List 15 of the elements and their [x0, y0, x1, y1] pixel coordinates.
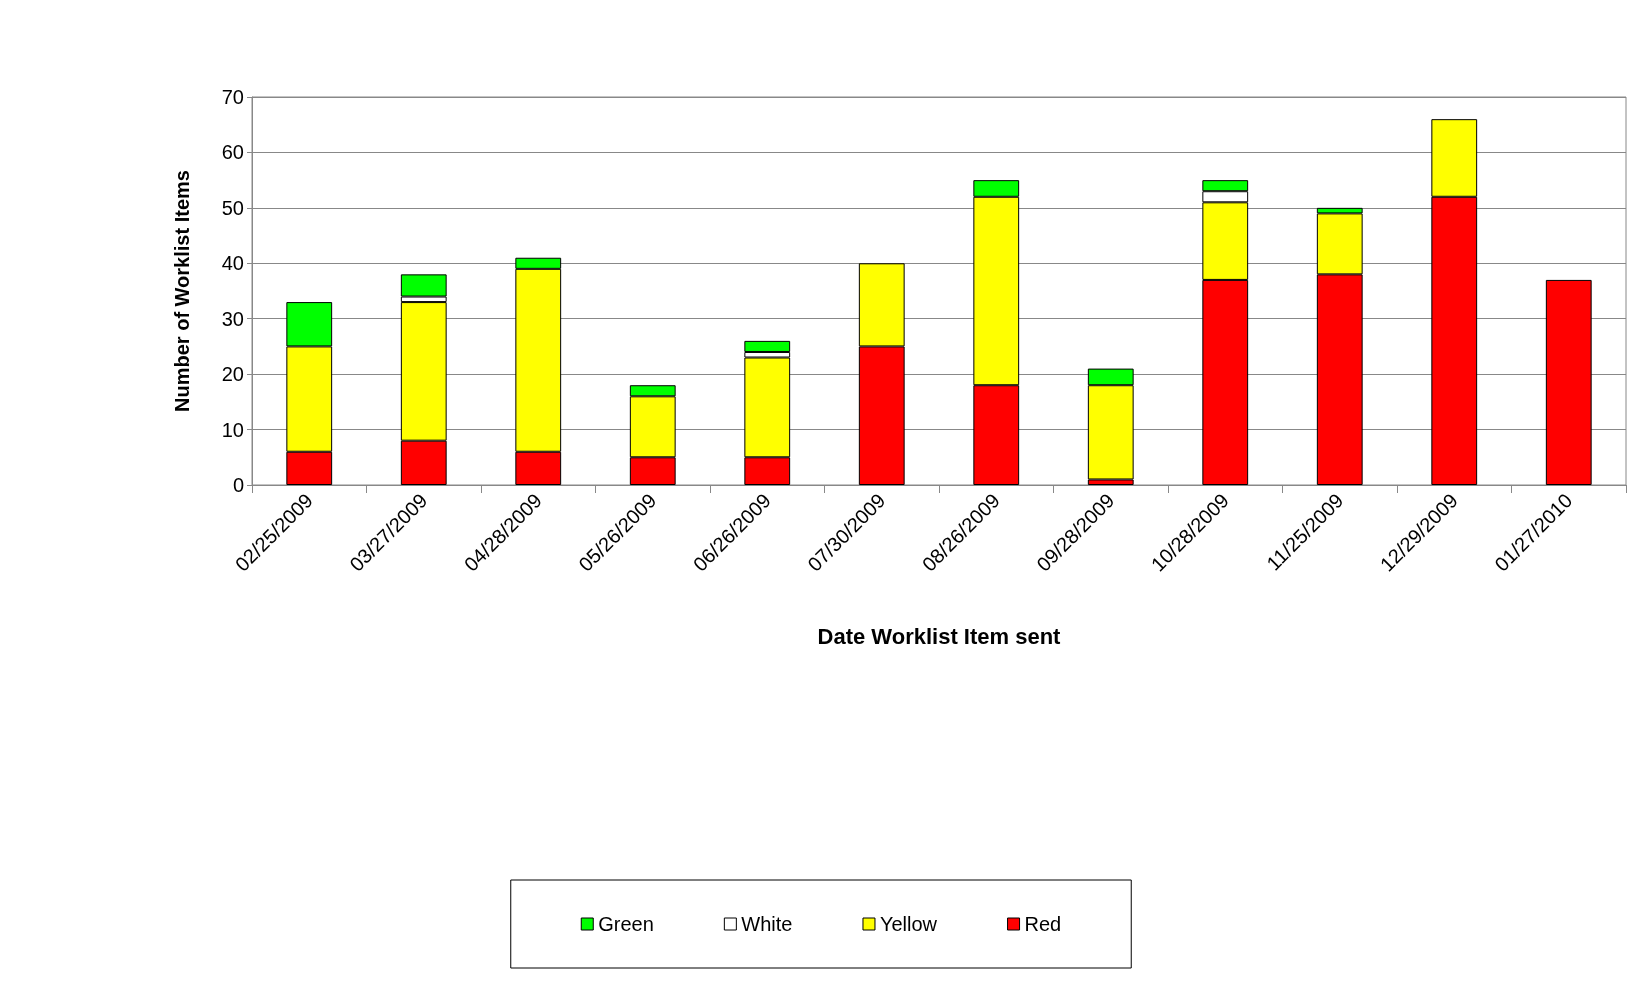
legend-label: Yellow [879, 913, 938, 935]
y-tick-label: 70 [221, 86, 244, 108]
y-tick-label: 30 [221, 307, 244, 330]
y-tick-label: 40 [221, 252, 244, 275]
y-axis-title: Number of Worklist Items [171, 170, 193, 412]
y-tick-label: 0 [232, 474, 244, 496]
x-axis-title: Date Worklist Item sent [817, 623, 1062, 649]
bar [1545, 279, 1592, 485]
legend-label: Green [598, 913, 654, 935]
y-tick-label: 20 [221, 363, 244, 386]
y-tick-label: 60 [221, 141, 244, 164]
y-tick-label: 10 [221, 418, 244, 441]
legend-label: Red [1024, 913, 1062, 935]
legend-label: White [741, 913, 793, 935]
y-tick-label: 50 [221, 196, 244, 219]
